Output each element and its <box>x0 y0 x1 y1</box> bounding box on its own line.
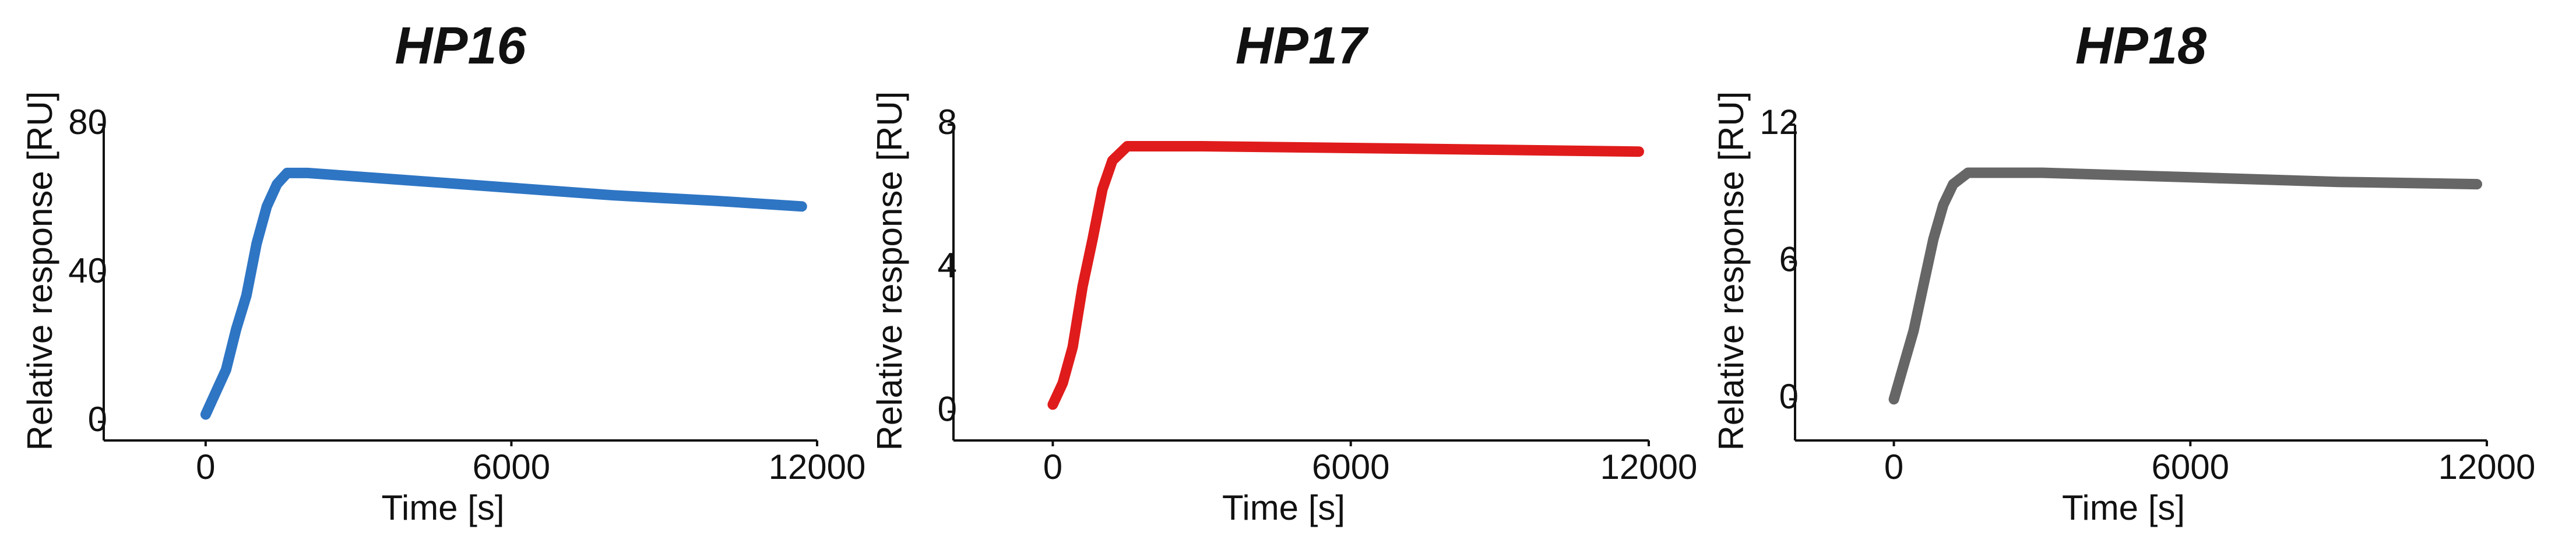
y-tick-label: 4 <box>938 246 957 285</box>
y-tick-label: 12 <box>1759 103 1799 142</box>
x-tick-label: 6000 <box>1312 447 1389 486</box>
x-tick-label: 0 <box>1043 447 1062 486</box>
y-axis-label: Relative response [RU] <box>870 91 909 451</box>
data-line <box>200 167 807 420</box>
x-axis-label: Time [s] <box>381 488 504 527</box>
x-tick-label: 0 <box>196 447 215 486</box>
x-axis-label: Time [s] <box>2062 488 2185 527</box>
x-tick-label: 12000 <box>769 447 866 486</box>
x-tick-label: 6000 <box>2152 447 2229 486</box>
y-tick-label: 8 <box>938 103 957 142</box>
y-axis-label: Relative response [RU] <box>1712 91 1751 451</box>
x-tick-label: 6000 <box>473 447 550 486</box>
data-line <box>1047 141 1644 410</box>
y-tick-label: 0 <box>938 390 957 429</box>
chart-title: HP18 <box>2075 17 2207 75</box>
y-axis-label: Relative response [RU] <box>20 91 59 451</box>
chart-title: HP17 <box>1236 17 1369 75</box>
x-tick-label: 12000 <box>2438 447 2536 486</box>
data-line <box>1888 167 2482 405</box>
y-tick-label: 40 <box>68 251 107 290</box>
y-tick-label: 80 <box>68 103 107 142</box>
x-axis-label: Time [s] <box>1222 488 1345 527</box>
y-tick-label: 6 <box>1779 239 1799 278</box>
chart-title: HP16 <box>395 17 526 75</box>
y-tick-label: 0 <box>1779 377 1799 416</box>
y-tick-label: 0 <box>88 400 107 439</box>
x-tick-label: 12000 <box>1600 447 1698 486</box>
x-tick-label: 0 <box>1884 447 1903 486</box>
